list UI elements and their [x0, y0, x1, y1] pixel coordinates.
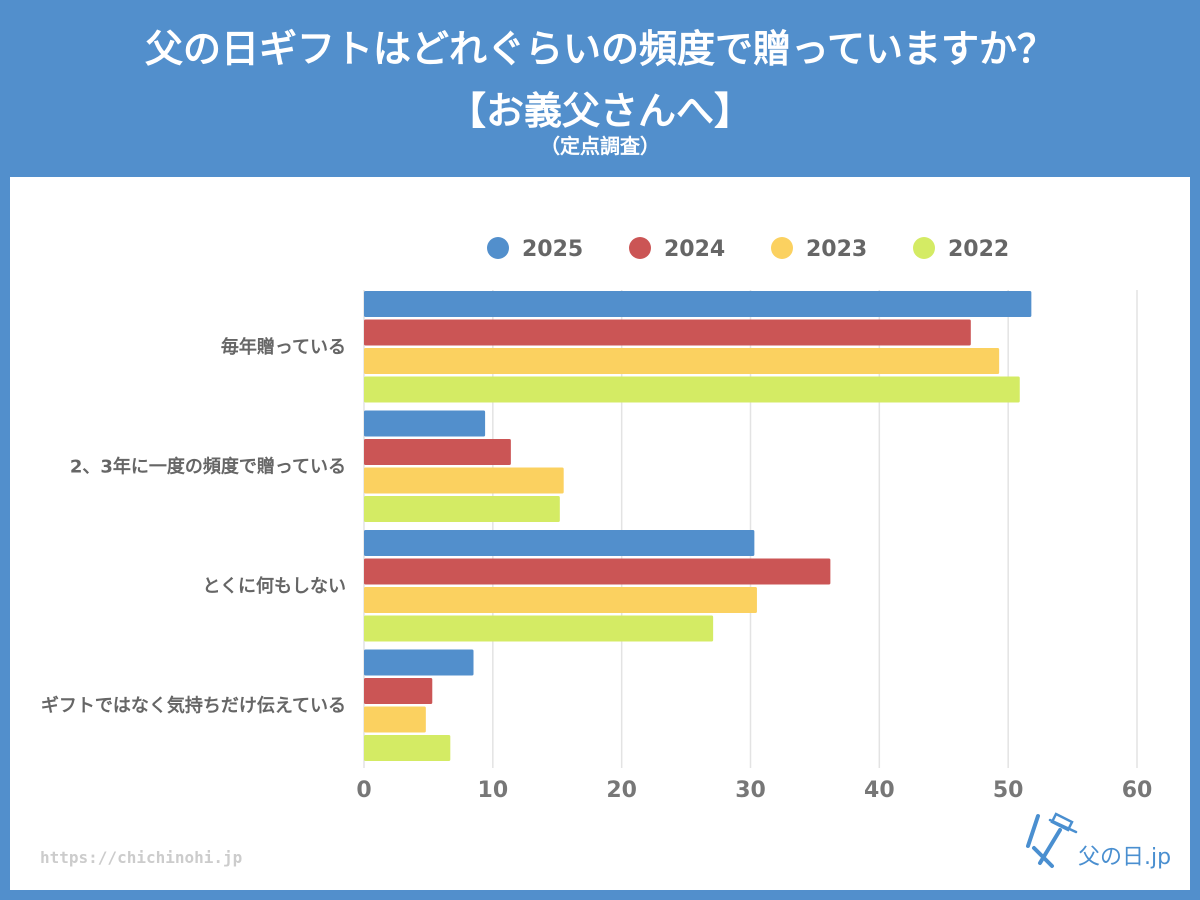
chart-title: 父の日ギフトはどれぐらいの頻度で贈っていますか？ [144, 27, 1056, 71]
logo-icon [1026, 812, 1078, 868]
legend-label-2025: 2025 [522, 237, 583, 262]
bar-2022-3 [364, 735, 451, 761]
legend-label-2023: 2023 [806, 237, 867, 262]
bar-2025-0 [364, 291, 1032, 317]
legend-label-2022: 2022 [948, 237, 1009, 262]
bar-2025-1 [364, 410, 486, 437]
bar-2023-0 [364, 348, 1000, 374]
legend-label-2024: 2024 [664, 237, 725, 262]
header: 父の日ギフトはどれぐらいの頻度で贈っていますか？ 【お義父さんへ】 （定点調査） [0, 0, 1200, 177]
bar-2024-1 [364, 439, 511, 465]
site-url: https://chichinohi.jp [40, 848, 243, 867]
x-tick-label: 40 [864, 778, 895, 803]
bar-2023-2 [364, 587, 757, 613]
x-tick-label: 20 [606, 778, 637, 803]
bar-2023-3 [364, 706, 426, 733]
legend-marker-2025 [487, 237, 509, 259]
bar-2024-0 [364, 319, 971, 346]
category-label: ギフトではなく気持ちだけ伝えている [41, 694, 346, 716]
category-label: とくに何もしない [203, 575, 346, 597]
bar-2023-1 [364, 467, 564, 494]
legend: 2025 2024 2023 2022 [487, 237, 1009, 262]
category-labels: 毎年贈っている 2、3年に一度の頻度で贈っているとくに何もしないギフトではなく気持… [41, 336, 346, 717]
legend-marker-2024 [629, 237, 651, 259]
x-tick-label: 60 [1122, 778, 1153, 803]
legend-marker-2023 [771, 237, 793, 259]
x-tick-label: 0 [356, 778, 371, 803]
chart-note: （定点調査） [540, 134, 660, 158]
logo-text: 父の日.jp [1078, 845, 1170, 870]
bar-2022-1 [364, 496, 560, 522]
bar-2024-2 [364, 558, 831, 585]
x-tick-label: 50 [993, 778, 1024, 803]
bar-2024-3 [364, 678, 433, 704]
x-tick-label: 10 [478, 778, 509, 803]
x-tick-label: 30 [735, 778, 766, 803]
bar-2025-3 [364, 649, 474, 676]
category-label: 毎年贈っている [221, 336, 346, 358]
bar-2022-2 [364, 615, 714, 642]
bar-2022-0 [364, 376, 1020, 403]
bars [364, 291, 1032, 761]
bar-2025-2 [364, 530, 755, 556]
chichinohi-logo: 父の日.jp [1026, 812, 1170, 870]
chart-subtitle: 【お義父さんへ】 [447, 89, 752, 133]
x-axis-ticks: 0 10 20 30 40 50 60 [356, 778, 1152, 803]
category-label: 2、3年に一度の頻度で贈っている [70, 455, 346, 477]
legend-marker-2022 [913, 237, 935, 259]
